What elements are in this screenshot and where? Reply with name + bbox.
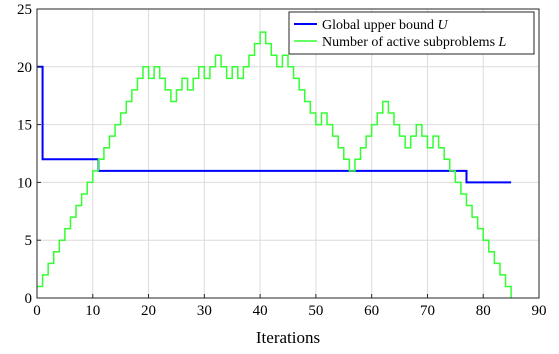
y-tick-label: 15 [17,118,32,134]
x-tick-label: 90 [532,303,547,319]
legend-entry-variable: L [498,35,507,50]
legend-entry-name: Number of active subproblems [322,35,499,50]
y-tick-label: 5 [25,233,33,249]
x-tick-label: 0 [33,303,41,319]
legend: Global upper bound U Number of active sub… [288,11,535,55]
y-tick-label: 10 [17,175,32,191]
x-tick-label: 30 [197,303,212,319]
x-tick-label: 40 [253,303,268,319]
plot-frame [36,8,540,299]
x-tick-label: 50 [308,303,323,319]
legend-entry: Global upper bound U [322,18,448,33]
x-tick-label: 60 [364,303,379,319]
legend-box [288,11,535,55]
x-tick-label: 20 [141,303,156,319]
y-tick-label: 25 [17,2,32,18]
legend-entry-variable: U [437,18,448,33]
x-tick-label: 80 [476,303,491,319]
x-tick-label: 10 [85,303,100,319]
y-tick-label: 0 [25,291,33,307]
y-tick-label: 20 [17,60,32,76]
x-axis-title: Iterations [256,328,320,347]
plot-area [37,31,512,298]
series-line-active-subproblems [37,31,512,298]
x-tick-label: 70 [420,303,435,319]
legend-entry: Number of active subproblems L [322,35,507,50]
axis-ticks: 0 10 20 30 40 50 60 70 80 90 0 5 10 15 20 25 [17,2,547,319]
legend-entry-name: Global upper bound [322,18,437,33]
